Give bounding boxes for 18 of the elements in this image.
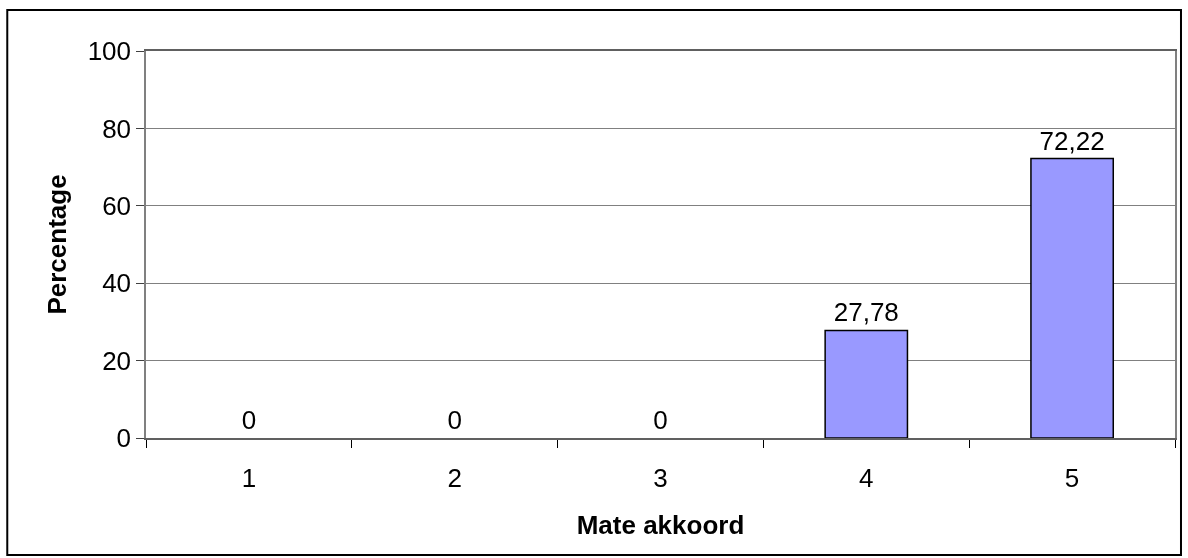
y-tick-label: 100 xyxy=(87,36,132,67)
y-tick-label: 80 xyxy=(102,113,132,144)
x-tick-label: 3 xyxy=(653,462,668,493)
y-axis-title: Percentage xyxy=(41,174,72,315)
x-tick-label: 5 xyxy=(1064,462,1080,493)
data-label: 27,78 xyxy=(833,297,899,328)
y-tick-label: 40 xyxy=(102,268,132,299)
data-label: 0 xyxy=(653,405,668,435)
y-tick-label: 20 xyxy=(102,345,132,376)
y-tick-label: 60 xyxy=(102,190,132,221)
x-tick-label: 2 xyxy=(447,462,462,493)
x-tick-label: 1 xyxy=(241,462,257,493)
x-tick-label: 4 xyxy=(859,462,874,493)
x-axis-title: Mate akkoord xyxy=(576,510,745,541)
data-label: 0 xyxy=(447,405,462,435)
data-label: 0 xyxy=(241,405,257,435)
y-tick-label: 0 xyxy=(116,423,132,454)
data-label: 72,22 xyxy=(1039,125,1105,156)
